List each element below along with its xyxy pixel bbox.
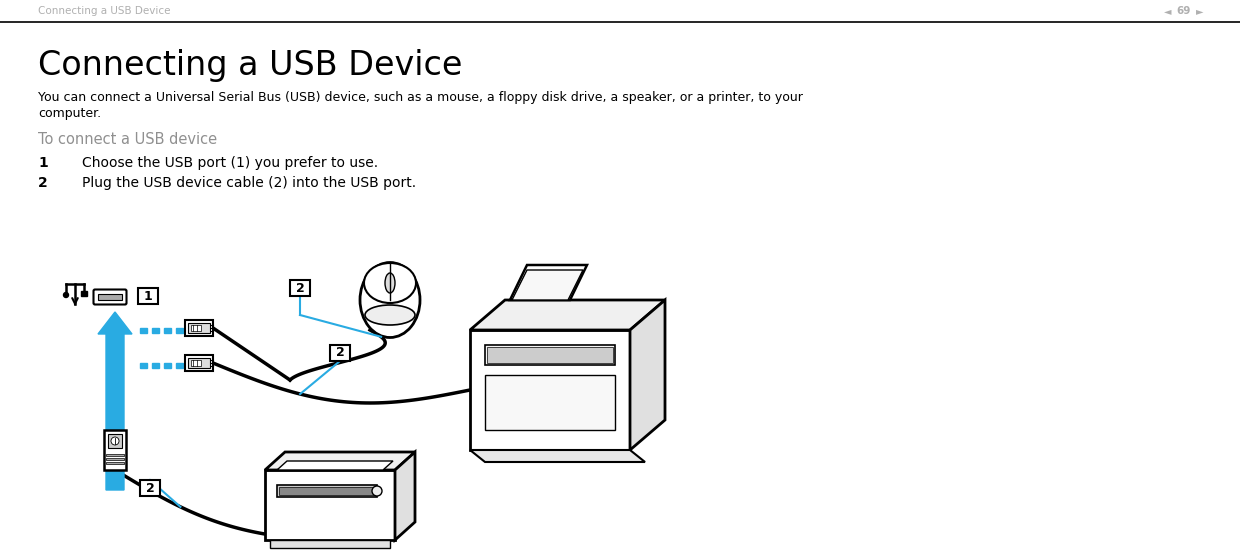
Bar — [487, 347, 613, 363]
Bar — [140, 480, 160, 496]
Polygon shape — [630, 300, 665, 450]
Circle shape — [372, 486, 382, 496]
Bar — [330, 345, 350, 361]
Text: 1: 1 — [38, 156, 48, 170]
Polygon shape — [265, 452, 415, 470]
Bar — [188, 328, 195, 333]
Bar — [140, 363, 148, 368]
Bar — [81, 291, 87, 296]
FancyArrow shape — [98, 312, 131, 490]
Bar — [185, 320, 213, 336]
Bar — [485, 375, 615, 430]
Bar — [279, 487, 374, 495]
Text: Connecting a USB Device: Connecting a USB Device — [38, 6, 171, 16]
Circle shape — [112, 437, 119, 445]
Bar — [164, 363, 171, 368]
FancyBboxPatch shape — [93, 290, 126, 305]
Text: 69: 69 — [1177, 6, 1192, 16]
Text: 2: 2 — [295, 282, 304, 295]
Bar — [140, 328, 148, 333]
Bar — [188, 323, 210, 333]
Bar — [105, 458, 124, 460]
Polygon shape — [470, 330, 630, 450]
Bar — [105, 462, 124, 464]
Circle shape — [63, 292, 68, 297]
Polygon shape — [396, 452, 415, 540]
Bar — [188, 363, 195, 368]
Text: 1: 1 — [144, 290, 153, 302]
Text: 2: 2 — [145, 481, 154, 495]
Ellipse shape — [384, 273, 396, 293]
Bar — [270, 540, 391, 548]
Text: 2: 2 — [38, 176, 48, 190]
Text: Connecting a USB Device: Connecting a USB Device — [38, 49, 463, 82]
Bar — [164, 328, 171, 333]
Polygon shape — [277, 461, 393, 470]
Polygon shape — [510, 265, 587, 300]
Text: Choose the USB port (1) you prefer to use.: Choose the USB port (1) you prefer to us… — [82, 156, 378, 170]
Bar — [176, 328, 184, 333]
Polygon shape — [470, 300, 665, 330]
Bar — [191, 360, 201, 366]
Bar — [277, 485, 377, 497]
Bar — [185, 355, 213, 371]
Text: ◄: ◄ — [1164, 6, 1172, 16]
Text: computer.: computer. — [38, 107, 102, 121]
Text: 2: 2 — [336, 347, 345, 359]
Bar — [138, 288, 157, 304]
Ellipse shape — [360, 263, 420, 338]
Bar — [176, 363, 184, 368]
Polygon shape — [470, 450, 645, 462]
Bar — [104, 430, 126, 470]
Bar — [153, 363, 159, 368]
Text: You can connect a Universal Serial Bus (USB) device, such as a mouse, a floppy d: You can connect a Universal Serial Bus (… — [38, 92, 802, 105]
Polygon shape — [265, 470, 396, 540]
Bar — [98, 294, 122, 300]
Bar — [188, 358, 210, 368]
Bar — [290, 280, 310, 296]
Bar — [108, 434, 122, 448]
Text: ►: ► — [1197, 6, 1204, 16]
Bar — [105, 454, 124, 456]
Bar — [485, 345, 615, 365]
Ellipse shape — [365, 263, 415, 303]
Bar — [153, 328, 159, 333]
Bar — [191, 325, 201, 331]
Text: To connect a USB device: To connect a USB device — [38, 132, 217, 148]
Ellipse shape — [365, 305, 415, 325]
Polygon shape — [512, 270, 583, 300]
Text: Plug the USB device cable (2) into the USB port.: Plug the USB device cable (2) into the U… — [82, 176, 417, 190]
